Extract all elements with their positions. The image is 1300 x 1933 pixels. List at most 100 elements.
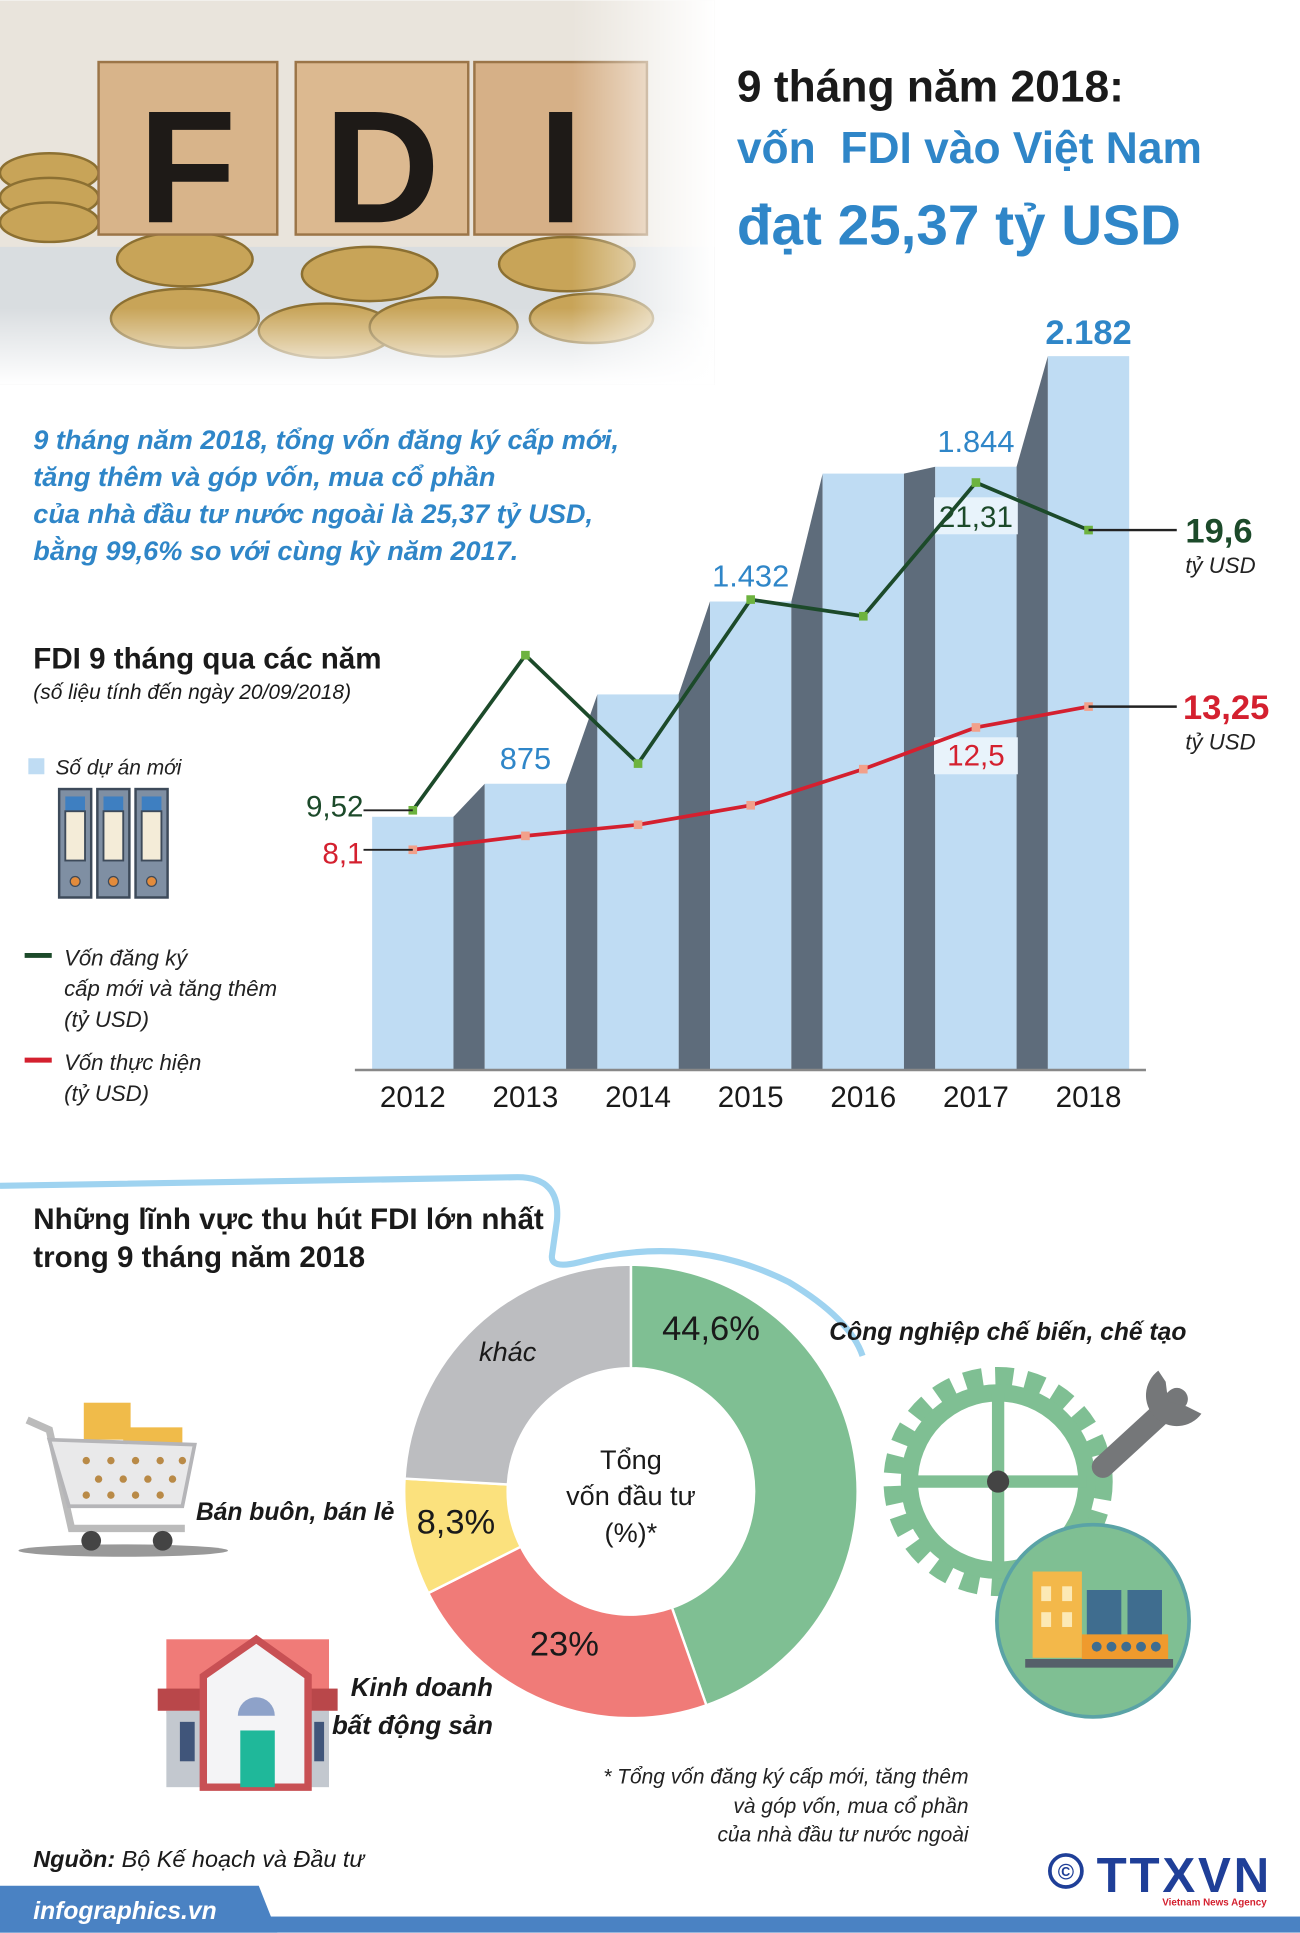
- bar-side: [903, 466, 936, 1071]
- bar-2014: [597, 694, 679, 1071]
- legend-disbursed-label: (tỷ USD): [64, 1081, 149, 1106]
- slice-label: khác: [479, 1336, 537, 1367]
- series-marker: [1084, 525, 1093, 535]
- wrench-icon: [1091, 1370, 1202, 1478]
- bar-side: [453, 783, 485, 1071]
- bar-2013: [484, 783, 567, 1071]
- x-tick-label: 2016: [830, 1081, 896, 1114]
- legend-registered-label: cấp mới và tăng thêm: [64, 976, 277, 1001]
- bar-side: [678, 601, 711, 1071]
- factory-icon: [995, 1522, 1191, 1719]
- x-tick-label: 2014: [605, 1081, 671, 1114]
- bar-value-label: 2.182: [1045, 314, 1131, 352]
- bar-2015: [710, 601, 792, 1071]
- title-line2: vốn FDI vào Việt Nam: [737, 124, 1202, 173]
- end-value-label: 19,6: [1185, 512, 1252, 550]
- series-marker: [971, 478, 981, 487]
- series-marker: [521, 650, 530, 660]
- source-value: Bộ Kế hoạch và Đầu tư: [115, 1846, 366, 1872]
- slice-label: 8,3%: [417, 1503, 496, 1541]
- value-label: 9,52: [306, 790, 364, 823]
- title-line1: 9 tháng năm 2018:: [737, 62, 1124, 111]
- x-tick-label: 2012: [380, 1081, 446, 1114]
- copyright-symbol: ©: [1058, 1860, 1074, 1885]
- binder-icon: [57, 787, 169, 899]
- pie-center: Tổng vốn đầu tư (%)*: [566, 1444, 696, 1548]
- logo-subtitle: Vietnam News Agency: [1162, 1897, 1267, 1908]
- intro-line: tăng thêm và góp vốn, mua cổ phần: [33, 461, 495, 492]
- legend-bars-label: Số dự án mới: [55, 756, 182, 779]
- pie-chart: 44,6% 23% 8,3% khác: [402, 1263, 859, 1720]
- series-marker: [746, 800, 755, 810]
- pie-title: Những lĩnh vực thu hút FDI lớn nhất: [33, 1203, 544, 1236]
- x-tick-label: 2017: [943, 1081, 1009, 1114]
- intro-text: 9 tháng năm 2018, tổng vốn đăng ký cấp m…: [33, 424, 619, 566]
- series-marker: [633, 820, 643, 830]
- footnote-line: của nhà đầu tư nước ngoài: [717, 1823, 969, 1846]
- series-marker: [633, 759, 643, 768]
- value-label: 8,1: [322, 837, 363, 870]
- legend-registered-label: Vốn đăng ký: [64, 945, 189, 970]
- footnote: * Tổng vốn đăng ký cấp mới, tăng thêm và…: [603, 1765, 970, 1846]
- series-marker: [521, 831, 530, 841]
- category-real-estate: Kinh doanh: [351, 1674, 493, 1702]
- legend-registered: Vốn đăng ký cấp mới và tăng thêm (tỷ USD…: [24, 945, 277, 1032]
- chart-title: FDI 9 tháng qua các năm: [33, 642, 381, 675]
- bar-2012: [372, 816, 454, 1071]
- pie-center-label: (%)*: [605, 1517, 658, 1548]
- bar-side: [791, 473, 823, 1071]
- category-manufacturing: Công nghiệp chế biến, chế tạo: [829, 1319, 1186, 1346]
- gear-icon: [883, 1366, 1113, 1597]
- slice-label: 23%: [530, 1625, 599, 1663]
- source: Nguồn: Bộ Kế hoạch và Đầu tư: [33, 1846, 366, 1872]
- x-tick-label: 2015: [718, 1081, 784, 1114]
- bar-side: [1016, 356, 1048, 1071]
- slice-other: [403, 1263, 633, 1486]
- x-tick-label: 2013: [493, 1081, 559, 1114]
- house-icon: [157, 1634, 338, 1791]
- bar-value-label: 1.844: [937, 424, 1014, 459]
- fdi-photo: F D I: [0, 0, 715, 385]
- footnote-line: và góp vốn, mua cổ phần: [733, 1795, 968, 1818]
- series-marker: [858, 764, 868, 774]
- end-value-label: 13,25: [1183, 689, 1269, 727]
- series-marker: [746, 595, 755, 604]
- title-line3: đạt 25,37 tỷ USD: [737, 194, 1181, 257]
- value-label: 12,5: [947, 740, 1005, 773]
- x-tick-label: 2018: [1056, 1081, 1122, 1114]
- legend-registered-label: (tỷ USD): [64, 1007, 149, 1032]
- value-label-bg: [934, 737, 1018, 775]
- category-retail: Bán buôn, bán lẻ: [196, 1499, 395, 1526]
- series-marker: [858, 611, 868, 621]
- pie-center-label: Tổng: [600, 1444, 662, 1475]
- bar-side: [566, 694, 598, 1071]
- legend-disbursed-label: Vốn thực hiện: [64, 1050, 201, 1075]
- legend-bars: Số dự án mới: [28, 756, 183, 899]
- section-border: [0, 1174, 866, 1357]
- slice-manufacturing: [629, 1263, 859, 1707]
- bar-value-label: 1.432: [712, 559, 789, 594]
- value-label: 21,31: [939, 501, 1013, 534]
- site-link[interactable]: infographics.vn: [33, 1898, 216, 1925]
- series-marker: [971, 723, 981, 732]
- slice-label: 44,6%: [662, 1310, 760, 1348]
- series-marker: [1084, 702, 1093, 711]
- intro-line: bằng 99,6% so với cùng kỳ năm 2017.: [33, 535, 518, 566]
- intro-line: 9 tháng năm 2018, tổng vốn đăng ký cấp m…: [33, 424, 619, 455]
- cart-icon: [18, 1402, 228, 1557]
- logo-text: TTXVN: [1097, 1848, 1270, 1903]
- pie-title: trong 9 tháng năm 2018: [33, 1241, 365, 1274]
- category-real-estate: bất động sản: [332, 1712, 493, 1740]
- source-label: Nguồn:: [33, 1846, 115, 1872]
- end-unit-label: tỷ USD: [1185, 730, 1255, 755]
- fdi-chart: 2012 2013 875 2014 2015 1.432 2016 2017 1.844 201…: [306, 314, 1269, 1114]
- slice-real-estate: [426, 1545, 708, 1720]
- ttxvn-logo: © TTXVN Vietnam News Agency: [1048, 1848, 1270, 1908]
- end-unit-label: tỷ USD: [1185, 553, 1255, 578]
- chart-subtitle: (số liệu tính đến ngày 20/09/2018): [33, 681, 351, 704]
- legend-disbursed: Vốn thực hiện (tỷ USD): [24, 1050, 201, 1106]
- pie-center-label: vốn đầu tư: [566, 1480, 696, 1511]
- footnote-line: * Tổng vốn đăng ký cấp mới, tăng thêm: [603, 1765, 968, 1788]
- intro-line: của nhà đầu tư nước ngoài là 25,37 tỷ US…: [33, 498, 593, 529]
